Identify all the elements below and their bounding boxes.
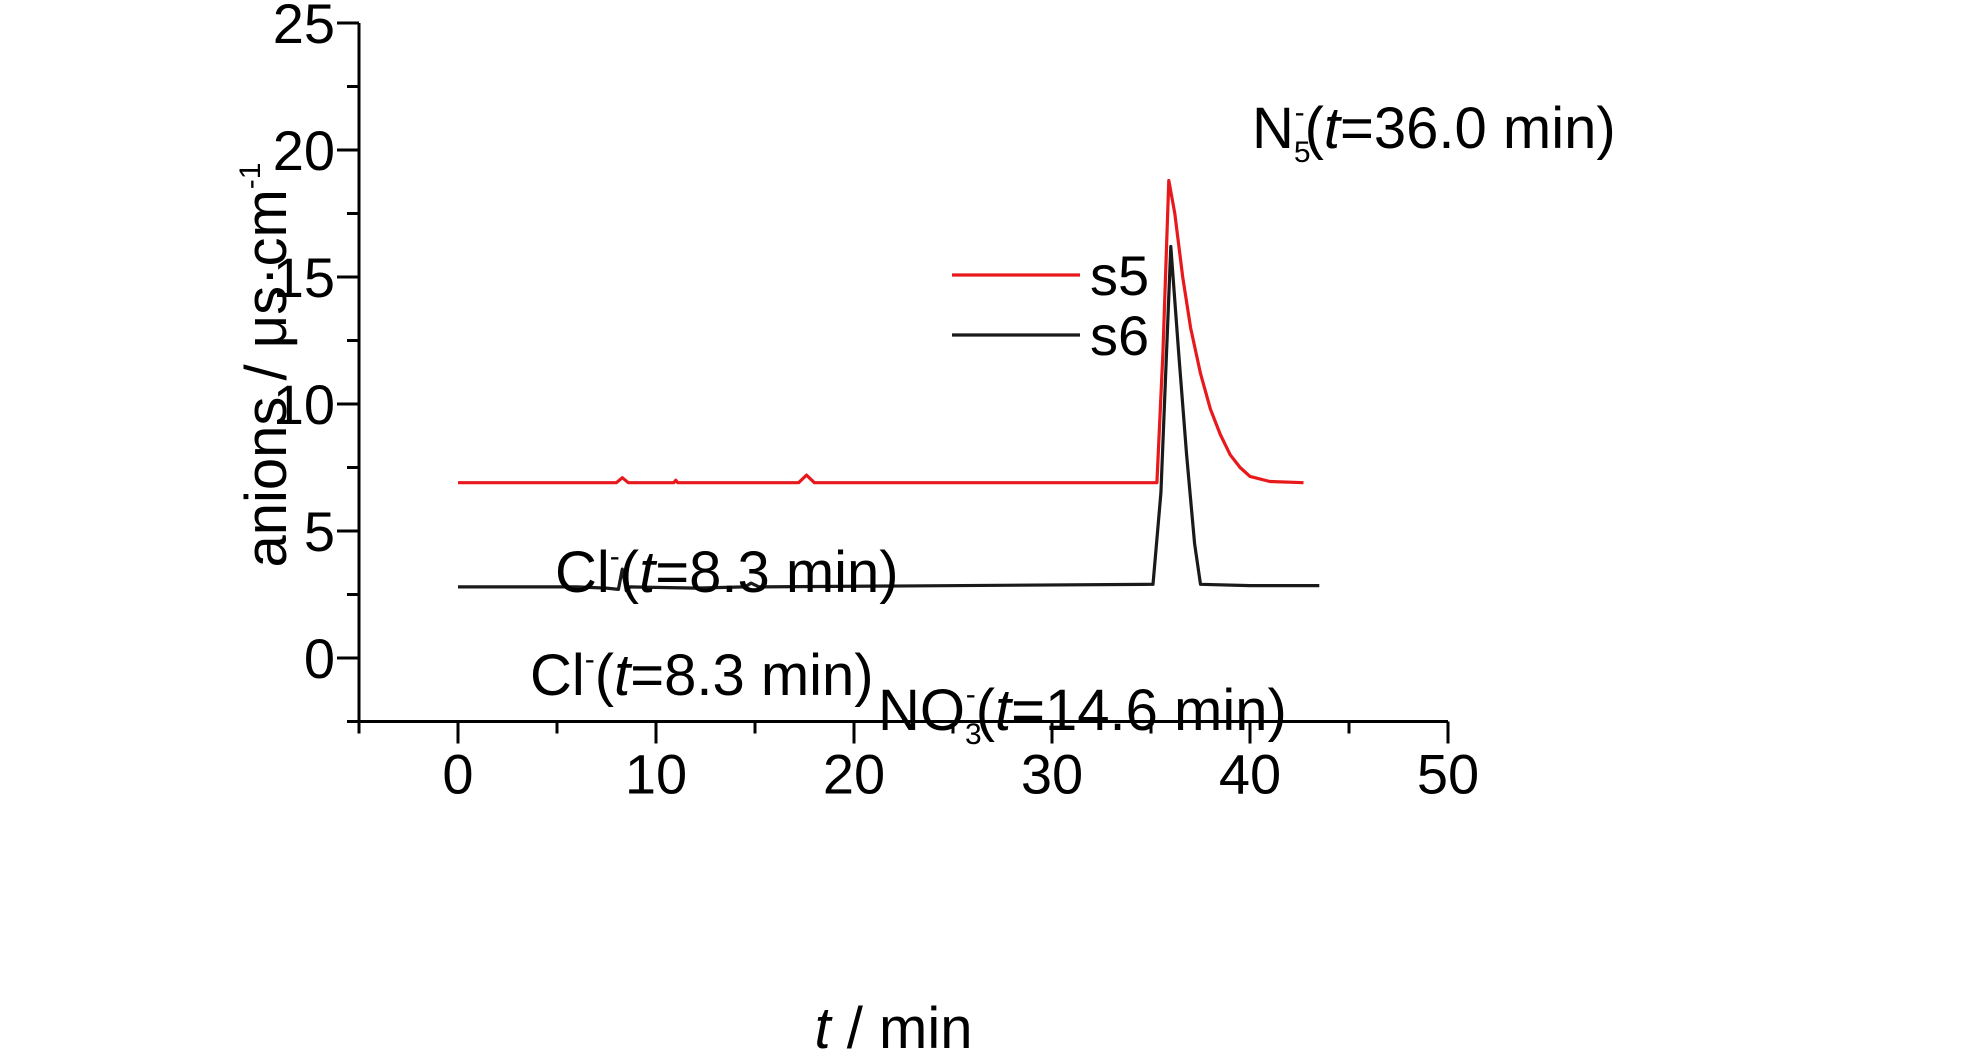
annotation-paren: ( (595, 643, 614, 708)
annotation-ion: NO (878, 678, 965, 743)
annotation-paren: ( (620, 540, 639, 605)
series-line-s6 (458, 244, 1320, 593)
axes: 0 5 10 15 20 25 0 10 20 30 40 50 (273, 0, 1479, 806)
annotation-time-value: =8.3 min) (655, 540, 898, 605)
annotation-paren: ( (976, 678, 995, 743)
peak-annotation: Cl-(t=8.3 min) (530, 643, 874, 708)
x-axis-title-text: / min (831, 996, 973, 1061)
x-tick-label: 10 (625, 743, 687, 806)
annotation-paren: ( (1305, 96, 1324, 161)
y-tick-label: 25 (273, 0, 335, 55)
annotation-time-value: =14.6 min) (1011, 678, 1287, 743)
y-tick-label: 5 (304, 500, 335, 563)
peak-annotation: N5 -(t=36.0 min) (1252, 96, 1616, 169)
x-tick-label: 20 (823, 743, 885, 806)
annotation-superscript: - (585, 643, 595, 676)
annotation-ion: Cl (530, 643, 585, 708)
annotation-subscript: 5 (1294, 136, 1311, 169)
peak-annotation: Cl-(t=8.3 min) (555, 540, 899, 605)
annotation-time-symbol: t (1324, 96, 1343, 161)
y-axis-title: anions / μs·cm-1 (234, 163, 299, 568)
annotation-time-value: =36.0 min) (1340, 96, 1616, 161)
x-axis-title-italic: t (815, 996, 834, 1061)
y-tick-label: 0 (304, 627, 335, 690)
peak-annotation: NO3 -(t=14.6 min) (878, 678, 1287, 751)
series-line-s5 (458, 178, 1304, 485)
legend-label-s5: s5 (1090, 244, 1149, 307)
y-axis-title-superscript: -1 (234, 163, 267, 190)
y-tick-label: 15 (273, 246, 335, 309)
annotation-subscript: 3 (965, 718, 982, 751)
annotation-ion: Cl (555, 540, 610, 605)
x-axis-title: t / min (815, 996, 973, 1061)
x-tick-label: 50 (1417, 743, 1479, 806)
x-tick-label: 40 (1219, 743, 1281, 806)
annotation-time-symbol: t (995, 678, 1014, 743)
annotation-layer: N5-(t=36.0 min)Cl-(t=8.3 min)Cl-(t=8.3 m… (530, 96, 1616, 751)
y-tick-label: 10 (273, 373, 335, 436)
annotation-superscript: - (966, 678, 976, 711)
annotation-time-value: =8.3 min) (630, 643, 873, 708)
annotation-superscript: - (610, 540, 620, 573)
annotation-time-symbol: t (639, 540, 658, 605)
x-tick-label: 0 (442, 743, 473, 806)
annotation-ion: N (1252, 96, 1294, 161)
x-tick-label: 30 (1021, 743, 1083, 806)
y-axis-title-text: anions / μs·cm (234, 189, 299, 567)
series-layer (458, 178, 1320, 593)
legend-label-s6: s6 (1090, 304, 1149, 367)
y-tick-label: 20 (273, 119, 335, 182)
annotation-superscript: - (1295, 96, 1305, 129)
annotation-time-symbol: t (614, 643, 633, 708)
